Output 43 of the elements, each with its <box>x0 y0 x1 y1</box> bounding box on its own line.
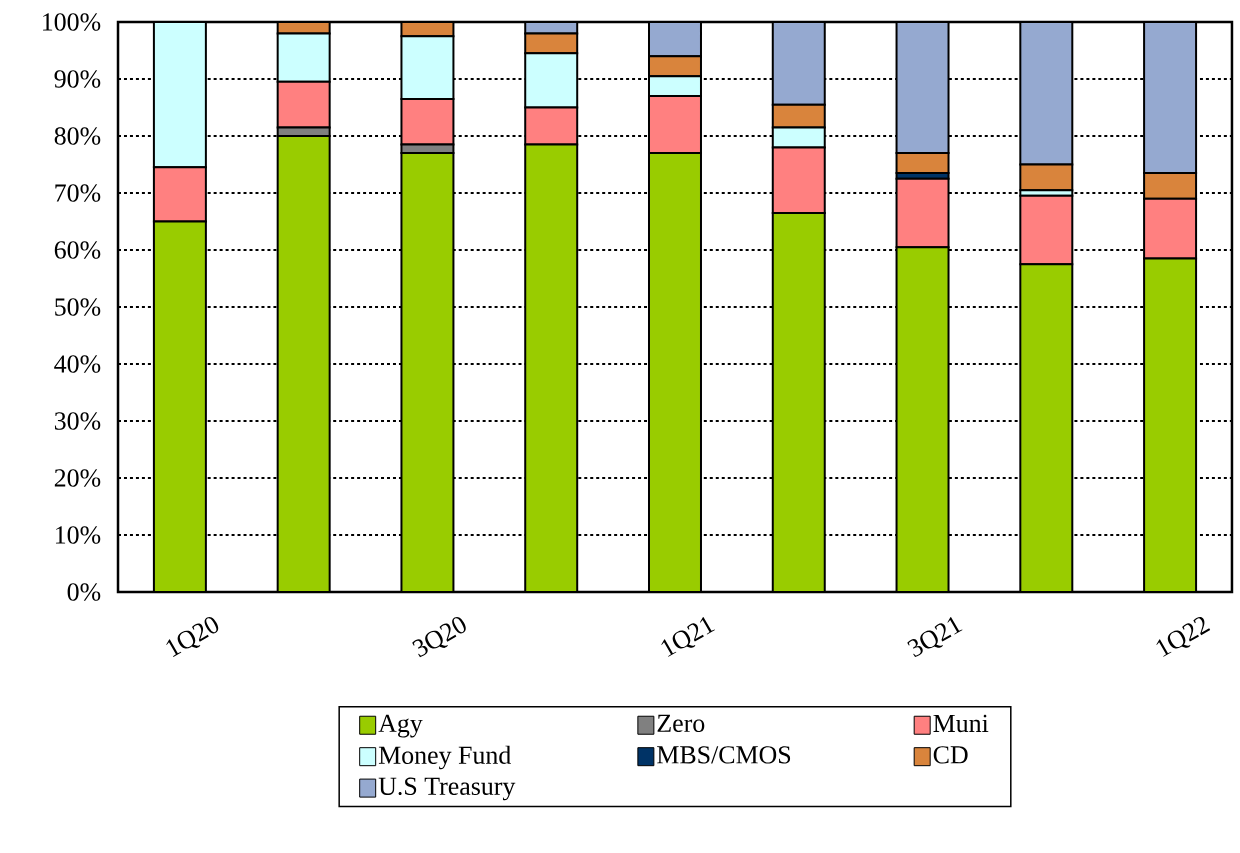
bar <box>1143 257 1198 592</box>
bar <box>1143 172 1198 200</box>
y-tick-label: 20% <box>54 469 101 487</box>
legend-label: Money Fund <box>378 745 511 770</box>
bar <box>152 21 207 169</box>
legend-label: Agy <box>378 714 423 738</box>
y-tick-label: 40% <box>54 355 101 373</box>
legend-label: Zero <box>657 714 705 733</box>
bar <box>276 32 331 83</box>
bar <box>152 220 207 592</box>
bar <box>524 143 579 592</box>
y-tick-label: 10% <box>55 526 101 544</box>
bar <box>771 211 826 592</box>
bar <box>1019 21 1074 166</box>
y-tick-label: 30% <box>54 412 101 430</box>
bar <box>771 21 826 106</box>
bar <box>524 52 579 109</box>
legend-label: Muni <box>933 714 989 733</box>
bar <box>1143 21 1198 175</box>
y-tick-label: 50% <box>55 298 101 316</box>
x-tick-label: 1Q21 <box>661 616 715 657</box>
bar <box>1019 163 1074 192</box>
legend-label: CD <box>933 746 968 764</box>
legend-label: MBS/CMOS <box>657 746 791 764</box>
x-tick-label: 1Q20 <box>166 616 219 657</box>
y-tick-label: 60% <box>54 241 101 259</box>
y-tick-label: 70% <box>55 184 101 202</box>
y-tick-label: 80% <box>54 127 101 145</box>
bar <box>895 246 950 592</box>
bar <box>648 152 702 592</box>
y-tick-label: 100% <box>43 13 101 31</box>
bar <box>648 21 702 58</box>
bar <box>400 35 455 100</box>
x-tick-label: 3Q21 <box>907 616 963 658</box>
bar <box>895 21 950 155</box>
legend-label: U.S Treasury <box>378 777 516 801</box>
y-tick-label: 90% <box>54 70 101 88</box>
y-tick-label: 0% <box>67 583 101 601</box>
x-tick-label: 3Q20 <box>412 616 466 658</box>
bar <box>276 134 331 592</box>
x-tick-label: 1Q22 <box>1156 616 1211 657</box>
bar <box>1019 263 1074 592</box>
bar <box>400 152 455 592</box>
